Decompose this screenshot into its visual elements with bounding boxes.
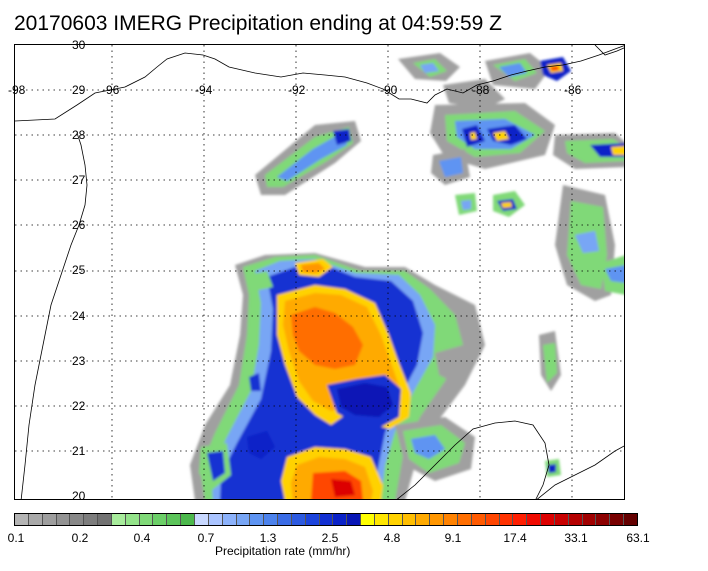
colorbar-swatch [278, 514, 292, 525]
colorbar-swatch [264, 514, 279, 525]
colorbar-swatch [361, 514, 375, 525]
colorbar-swatch [513, 514, 528, 525]
colorbar-swatch [222, 514, 237, 525]
colorbar-swatch [485, 514, 500, 525]
graticule [15, 45, 624, 499]
colorbar-swatch [319, 514, 334, 525]
lat-label-26: 26 [72, 218, 86, 232]
colorbar-swatch [181, 514, 195, 525]
colorbar-swatch [610, 514, 625, 525]
lat-label-23: 23 [72, 354, 86, 368]
colorbar-tick-label: 33.1 [564, 531, 588, 545]
lon-label-92: -92 [288, 83, 306, 97]
colorbar-swatch [167, 514, 182, 525]
lon-label-96: -96 [102, 83, 120, 97]
colorbar-swatch [596, 514, 611, 525]
lon-label-90: -90 [380, 83, 398, 97]
colorbar-swatch [98, 514, 112, 525]
lat-label-28: 28 [72, 128, 86, 142]
colorbar-swatch [471, 514, 486, 525]
colorbar-swatch [388, 514, 403, 525]
colorbar-swatch [499, 514, 514, 525]
colorbar-tick-label: 63.1 [626, 531, 650, 545]
colorbar-swatch [527, 514, 542, 525]
colorbar-tick-label: 1.3 [259, 531, 277, 545]
colorbar-swatch [153, 514, 168, 525]
colorbar-tick-label: 0.4 [133, 531, 151, 545]
colorbar-title: Precipitation rate (mm/hr) [215, 544, 351, 558]
colorbar-swatch [56, 514, 71, 525]
lon-label-88: -88 [472, 83, 490, 97]
colorbar-tick-label: 9.1 [444, 531, 462, 545]
colorbar-swatch [236, 514, 251, 525]
colorbar-swatch [541, 514, 555, 525]
lat-label-27: 27 [72, 173, 86, 187]
lat-label-30: 30 [72, 38, 86, 52]
colorbar-swatch [305, 514, 320, 525]
colorbar-swatch [416, 514, 431, 525]
colorbar-swatch [430, 514, 445, 525]
colorbar-swatch [291, 514, 306, 525]
colorbar-swatch [42, 514, 57, 525]
colorbar-swatch [582, 514, 597, 525]
colorbar-swatch [194, 514, 209, 525]
lat-label-29: 29 [72, 83, 86, 97]
colorbar-tick-label: 17.4 [503, 531, 527, 545]
colorbar-swatch [458, 514, 472, 525]
colorbar-swatch [402, 514, 417, 525]
colorbar-swatch [125, 514, 140, 525]
lat-label-25: 25 [72, 263, 86, 277]
colorbar-tick-label: 2.5 [321, 531, 339, 545]
colorbar-swatch [139, 514, 154, 525]
colorbar-swatch [250, 514, 265, 525]
colorbar-tick-label: 0.7 [197, 531, 215, 545]
map-canvas [15, 45, 624, 499]
map-title: 20170603 IMERG Precipitation ending at 0… [14, 12, 502, 35]
colorbar-tick-label: 4.8 [383, 531, 401, 545]
colorbar-swatch [444, 514, 458, 525]
colorbar-swatch [568, 514, 583, 525]
colorbar-swatch [374, 514, 389, 525]
coastline-layer [15, 45, 624, 499]
precipitation-map [14, 44, 625, 500]
colorbar-swatch [84, 514, 99, 525]
colorbar-tick-label: 0.2 [71, 531, 89, 545]
lon-label-98: -98 [8, 83, 26, 97]
precipitation-overlay [190, 53, 624, 499]
lon-label-94: -94 [195, 83, 213, 97]
colorbar-swatch [15, 514, 29, 525]
colorbar [14, 513, 638, 526]
lon-label-86: -86 [564, 83, 582, 97]
colorbar-swatch [208, 514, 223, 525]
colorbar-swatch [70, 514, 85, 525]
colorbar-swatch [111, 514, 126, 525]
colorbar-tick-label: 0.1 [7, 531, 25, 545]
colorbar-swatch [333, 514, 348, 525]
lat-label-21: 21 [72, 444, 86, 458]
lat-label-24: 24 [72, 309, 86, 323]
colorbar-swatch [624, 514, 637, 525]
lat-label-20: 20 [72, 489, 86, 503]
colorbar-swatch [554, 514, 569, 525]
lat-label-22: 22 [72, 399, 86, 413]
colorbar-swatch [347, 514, 362, 525]
colorbar-swatch [28, 514, 43, 525]
